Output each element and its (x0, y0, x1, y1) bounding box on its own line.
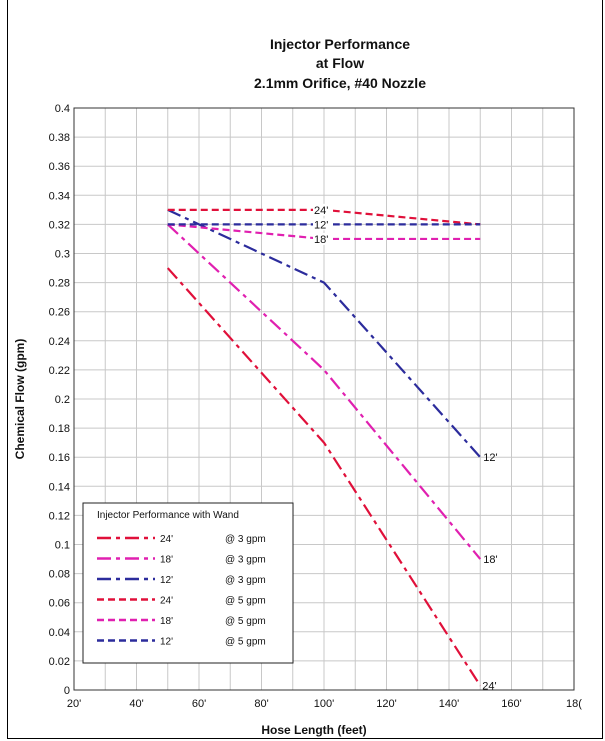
y-tick-label: 0.06 (49, 598, 70, 610)
series-line (167, 223, 482, 560)
series-end-label: 12' (483, 452, 497, 464)
x-tick-label: 140' (439, 698, 459, 710)
y-tick-label: 0.2 (55, 394, 70, 406)
y-tick-label: 0.04 (49, 627, 70, 639)
legend-series-name: 12' (160, 637, 173, 648)
chart-title-line-2: at Flow (315, 55, 365, 71)
series-end-label: 24' (314, 205, 328, 217)
legend-series-rate: @ 3 gpm (225, 534, 266, 545)
x-tick-label: 120' (376, 698, 396, 710)
y-tick-label: 0.38 (49, 132, 70, 144)
y-tick-label: 0.12 (49, 510, 70, 522)
end-label-bg (313, 203, 333, 216)
chart-title-line-1: Injector Performance (269, 36, 411, 52)
legend-series-rate: @ 5 gpm (225, 616, 266, 627)
legend-series-rate: @ 3 gpm (225, 575, 266, 586)
y-tick-label: 0.4 (55, 103, 70, 115)
x-tick-label: 20' (67, 698, 81, 710)
y-tick-label: 0 (64, 685, 70, 697)
plot-area-border (73, 107, 575, 691)
x-tick-label: 18( (566, 698, 582, 710)
series-end-label: 12' (314, 219, 328, 231)
legend-series-name: 12' (160, 575, 173, 586)
legend-series-name: 18' (160, 555, 173, 566)
end-labels: 24' 18' 12' 24' 18' 12' (313, 203, 498, 693)
end-label-bg (313, 232, 333, 245)
legend-series-rate: @ 5 gpm (225, 596, 266, 607)
y-tick-label: 0.28 (49, 278, 70, 290)
legend-series-name: 24' (160, 596, 173, 607)
y-tick-label: 0.3 (55, 249, 70, 261)
y-tick-label: 0.02 (49, 656, 70, 668)
series-line (167, 208, 482, 458)
y-tick-label: 0.34 (49, 190, 70, 202)
series-end-label: 18' (483, 554, 497, 566)
legend-series-rate: @ 3 gpm (225, 555, 266, 566)
y-tick-label: 0.14 (49, 481, 70, 493)
x-tick-label: 40' (129, 698, 143, 710)
x-tick-label: 60' (192, 698, 206, 710)
legend-title: Injector Performance with Wand (97, 510, 239, 521)
y-tick-label: 0.22 (49, 365, 70, 377)
y-axis-label: Chemical Flow (gpm) (13, 339, 27, 460)
y-tick-label: 0.1 (55, 540, 70, 552)
series-line (166, 267, 482, 687)
series-end-label: 18' (314, 234, 328, 246)
y-tick-label: 0.36 (49, 161, 70, 173)
end-label-bg (313, 218, 333, 231)
legend-series-name: 18' (160, 616, 173, 627)
legend: Injector Performance with Wand 24' @ 3 gpm… (82, 502, 294, 664)
chart-title-line-3: 2.1mm Orifice, #40 Nozzle (254, 75, 426, 91)
y-tick-label: 0.08 (49, 569, 70, 581)
y-tick-label: 0.16 (49, 452, 70, 464)
y-tick-label: 0.26 (49, 307, 70, 319)
legend-box (82, 502, 294, 664)
x-tick-label: 80' (254, 698, 268, 710)
y-tick-label: 0.24 (49, 336, 70, 348)
x-tick-label: 160' (501, 698, 521, 710)
y-tick-label: 0.18 (49, 423, 70, 435)
x-tick-label: 100' (314, 698, 334, 710)
series-end-label: 24' (482, 681, 496, 693)
legend-series-rate: @ 5 gpm (225, 637, 266, 648)
legend-series-name: 24' (160, 534, 173, 545)
axes: 0 0.02 0.04 0.06 0.08 0.1 0.12 0.14 0.16 0.18 0.2 0… (13, 103, 582, 737)
y-tick-label: 0.32 (49, 219, 70, 231)
x-axis-label: Hose Length (feet) (261, 723, 366, 737)
